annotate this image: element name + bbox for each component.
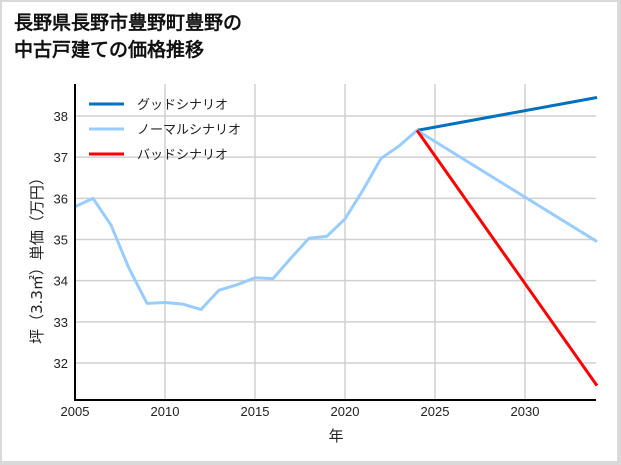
series-line (416, 95, 598, 132)
chart-title: 長野県長野市豊野町豊野の 中古戸建ての価格推移 (14, 10, 242, 64)
y-tick-label: 32 (54, 356, 68, 371)
y-tick-label: 37 (54, 150, 68, 165)
x-tick-label: 2010 (151, 404, 180, 419)
series-line (415, 129, 599, 387)
legend-label: グッドシナリオ (137, 98, 228, 113)
series-line (74, 128, 598, 311)
x-tick-label: 2030 (511, 404, 540, 419)
legend-label: バッドシナリオ (137, 148, 228, 163)
y-tick-label: 35 (54, 233, 68, 248)
title-line-2: 中古戸建ての価格推移 (14, 39, 205, 61)
y-tick-label: 33 (54, 315, 68, 330)
legend-label: ノーマルシナリオ (137, 123, 241, 138)
y-axis-label: 坪（3.3㎡）単価（万円） (28, 170, 46, 344)
y-tick-label: 38 (54, 109, 68, 124)
y-tick-label: 34 (54, 274, 68, 289)
grid-lines (75, 84, 596, 400)
axes: 2005 2010 2015 2020 2025 2030 32 33 34 35 36 37 38 (54, 84, 596, 419)
data-series (74, 95, 599, 387)
y-tick-label: 36 (54, 191, 68, 206)
frame-border-bottom (0, 461, 621, 465)
x-tick-label: 2005 (61, 404, 90, 419)
title-line-1: 長野県長野市豊野町豊野の (14, 12, 243, 34)
x-axis-label: 年 (328, 427, 343, 445)
x-tick-label: 2025 (421, 404, 450, 419)
x-tick-label: 2020 (331, 404, 360, 419)
frame-border-right (617, 0, 621, 465)
x-tick-label: 2015 (241, 404, 270, 419)
